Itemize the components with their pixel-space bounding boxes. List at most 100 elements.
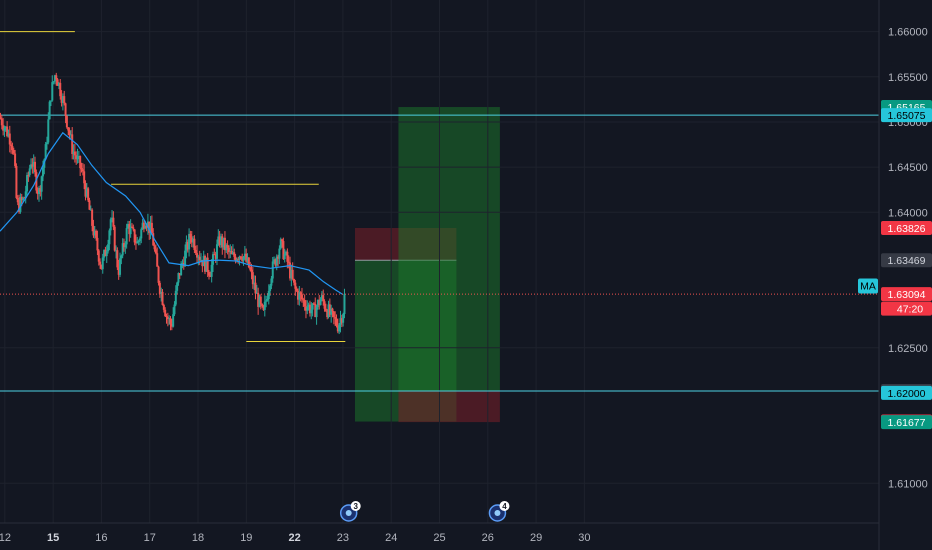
candle-body-up [320,295,323,300]
candle-body-down [34,161,37,173]
price-tick-label: 1.65500 [888,72,928,84]
candle-body-down [164,309,167,317]
candle-body-down [12,149,15,154]
candle-body-down [91,209,94,226]
candle-body-down [55,75,58,80]
candle-body-up [225,244,228,251]
candle-body-up [188,233,191,250]
candle-body-down [73,151,76,156]
candle-body-down [59,82,62,97]
position-2-target-zone[interactable] [398,107,500,391]
candle-body-down [81,169,84,172]
candle-body-down [10,144,13,147]
candle-body-down [186,241,189,250]
candle-body-up [72,151,75,154]
candle-body-up [185,241,188,251]
candle-body-down [233,252,236,257]
candle-body-down [226,244,229,248]
candle-body-down [291,269,294,279]
candle-body-down [245,253,248,262]
candle-body-up [19,197,22,212]
candle-body-up [246,257,249,262]
candle-body-down [169,318,172,324]
candle-body-up [275,256,278,266]
candle-body-down [254,282,257,294]
candle-body-up [200,259,203,261]
candle-body-down [36,190,39,195]
candle-body-down [340,318,343,323]
candle-body-up [217,236,220,245]
candle-body-up [310,309,313,314]
candle-body-up [339,318,342,325]
candle-body-up [215,244,218,259]
time-axis: 12 15 16 17 18 19 22 23 24 25 26 29 30 [0,532,591,544]
candle-body-up [30,164,33,169]
candle-body-down [332,311,335,318]
candle-body-up [115,250,118,252]
event-count: 3 [353,502,358,511]
candle-body-up [338,324,341,332]
date-tick-label: 17 [144,532,156,544]
candle-body-down [14,153,17,166]
candle-body-up [48,101,51,120]
candle-body-down [150,222,153,234]
candle-body-down [84,183,87,197]
candle-body-up [181,262,184,264]
candle-body-down [287,261,290,263]
candle-body-up [168,318,171,320]
candle-body-down [190,237,193,243]
date-tick-label: 24 [385,532,397,544]
date-tick-label: 23 [337,532,349,544]
candle-body-down [299,292,302,295]
candle-body-down [323,301,326,309]
candle-body-up [51,82,54,101]
candle-body-up [222,237,225,248]
candle-body-down [247,257,250,268]
candle-body-up [101,257,104,270]
candle-body-down [60,96,63,103]
candle-body-down [328,304,331,315]
candle-body-up [255,292,258,294]
candle-body-up [119,258,122,275]
candle-body-up [124,244,127,248]
candle-body-down [286,251,289,262]
candle-body-down [130,226,133,228]
candle-body-up [279,239,282,249]
candle-body-up [126,224,129,229]
candle-body-down [11,146,14,150]
candle-body-up [311,303,314,310]
date-tick-label: 25 [433,532,445,544]
ma-tag-label: MA [860,280,876,292]
candle-body-down [100,264,103,270]
date-tick-label: 15 [47,532,59,544]
date-tick-label: 16 [95,532,107,544]
price-axis: 1.660001.655001.650001.645001.640001.625… [888,27,928,491]
candle-body-down [31,164,34,167]
candle-body-down [282,241,285,260]
candle-body-down [156,253,159,267]
candle-body-down [331,308,334,312]
candle-body-down [281,239,284,242]
candle-body-up [41,167,44,177]
position-2-stop-zone[interactable] [398,390,500,423]
candle-body-down [303,300,306,307]
candle-body-down [237,259,240,261]
candle-body-up [141,222,144,230]
candle-body-down [104,250,107,257]
candle-body-down [152,233,155,246]
candle-body-down [166,317,169,320]
candle-body-down [35,172,38,191]
candle-body-down [68,130,71,136]
candle-body-down [113,226,116,251]
candle-body-up [184,250,187,267]
candle-body-up [47,119,50,143]
candle-body-up [219,236,222,246]
candle-body-up [4,126,7,128]
candle-body-down [230,251,233,255]
candle-body-up [40,176,43,192]
date-tick-label: 29 [530,532,542,544]
candle-body-down [308,304,311,314]
candle-body-down [262,305,265,310]
